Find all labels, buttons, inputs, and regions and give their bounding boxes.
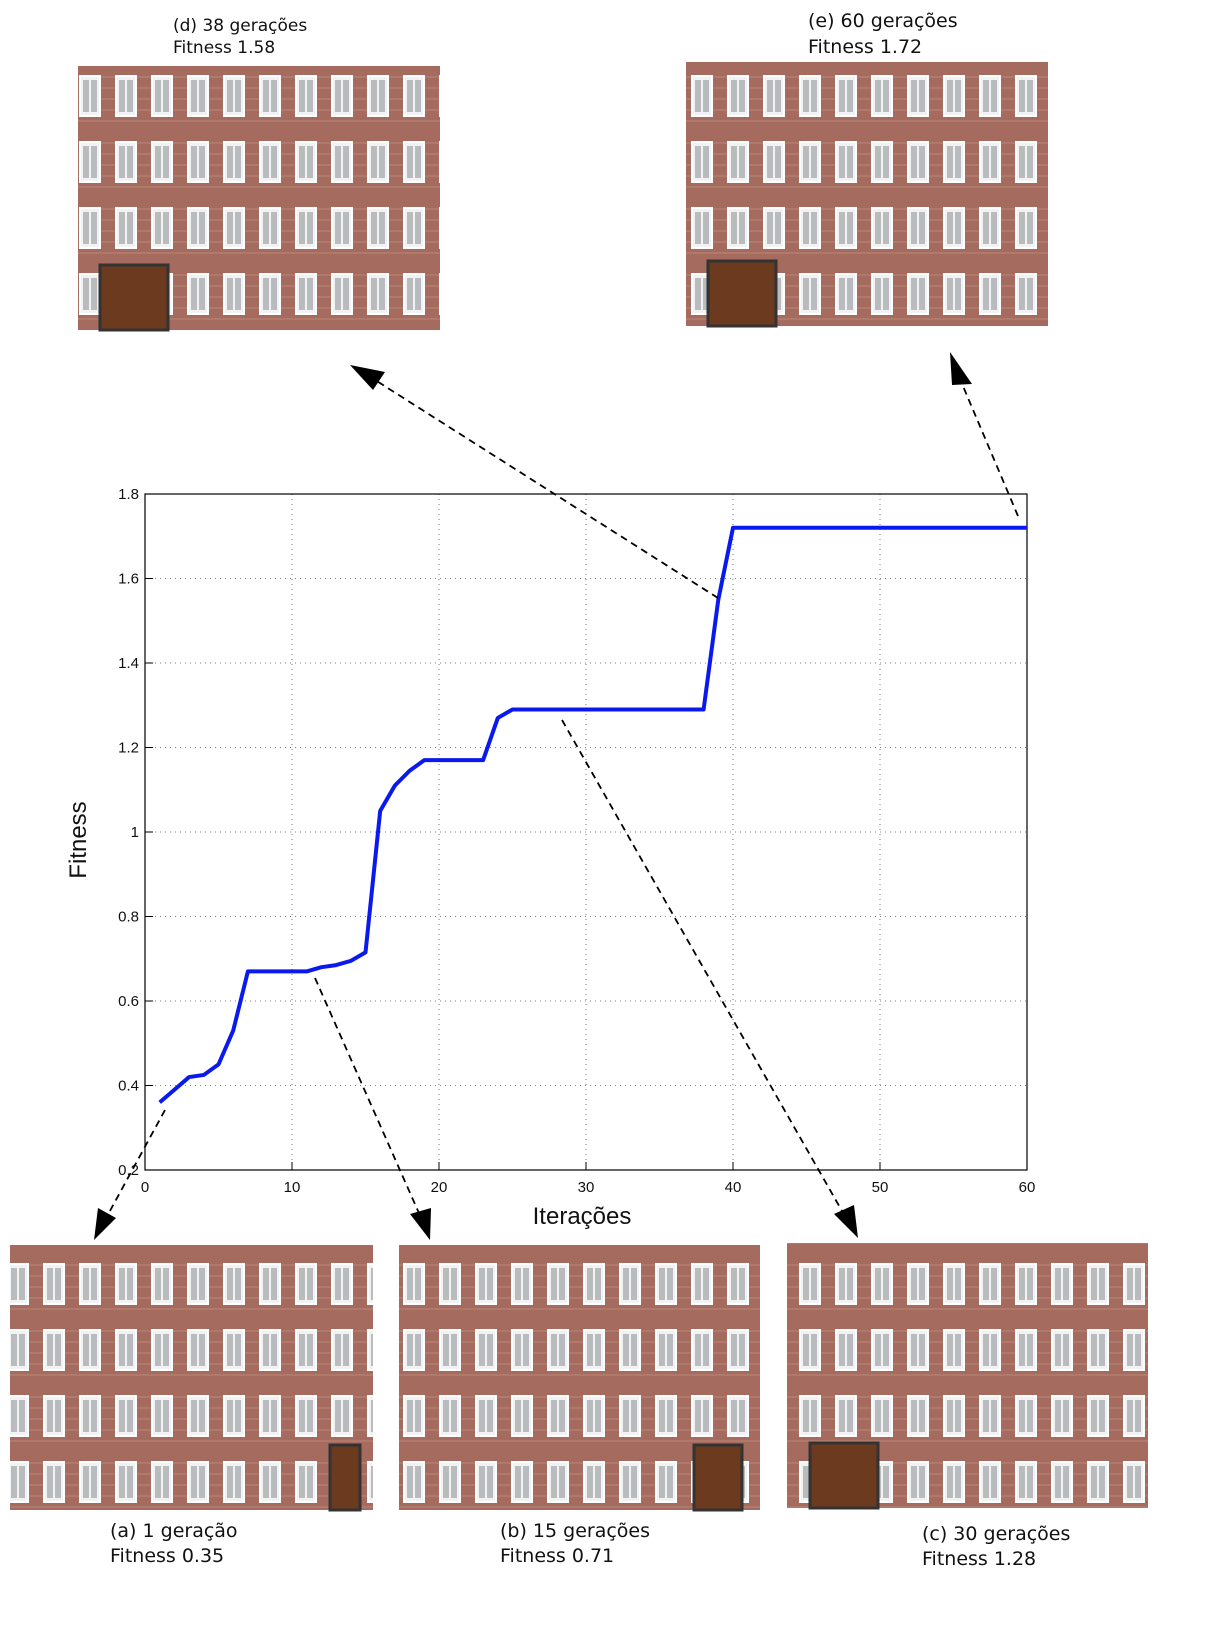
caption: (c) 30 gerações [922,1523,1070,1545]
facade-a [10,1245,373,1510]
door [708,261,776,326]
door [330,1445,360,1510]
door [100,265,168,330]
y-tick-label: 1.6 [118,571,139,588]
door [810,1443,878,1508]
caption: Fitness 1.72 [808,36,922,58]
x-tick-label: 20 [431,1179,448,1196]
y-tick-label: 0.4 [118,1078,139,1095]
caption: (e) 60 gerações [808,10,958,32]
caption: Fitness 0.35 [110,1545,224,1567]
caption: (b) 15 gerações [500,1520,650,1542]
caption: Fitness 1.58 [173,38,275,58]
x-tick-label: 60 [1019,1179,1036,1196]
x-tick-label: 30 [578,1179,595,1196]
arrowhead [350,365,385,390]
y-tick-label: 0.6 [118,993,139,1010]
y-tick-label: 0.8 [118,909,139,926]
y-tick-label: 1 [131,824,139,841]
caption: Fitness 0.71 [500,1545,614,1567]
y-tick-label: 1.4 [118,655,139,672]
x-tick-label: 0 [141,1179,149,1196]
x-tick-label: 10 [284,1179,301,1196]
x-axis-title: Iterações [533,1203,632,1230]
caption: (d) 38 gerações [173,16,307,36]
arrowhead [834,1205,858,1238]
y-tick-label: 1.2 [118,740,139,757]
y-axis-title: Fitness [65,801,92,878]
caption: (a) 1 geração [110,1520,238,1542]
caption: Fitness 1.28 [922,1548,1036,1570]
y-tick-label: 1.8 [118,486,139,503]
arrowhead [94,1208,116,1240]
arrowhead [410,1208,431,1240]
x-tick-label: 50 [872,1179,889,1196]
door [694,1445,742,1510]
arrowhead [950,352,972,385]
x-tick-label: 40 [725,1179,742,1196]
figure: (d) 38 gerações Fitness 1.58 (e) 60 gera… [0,0,1205,1645]
